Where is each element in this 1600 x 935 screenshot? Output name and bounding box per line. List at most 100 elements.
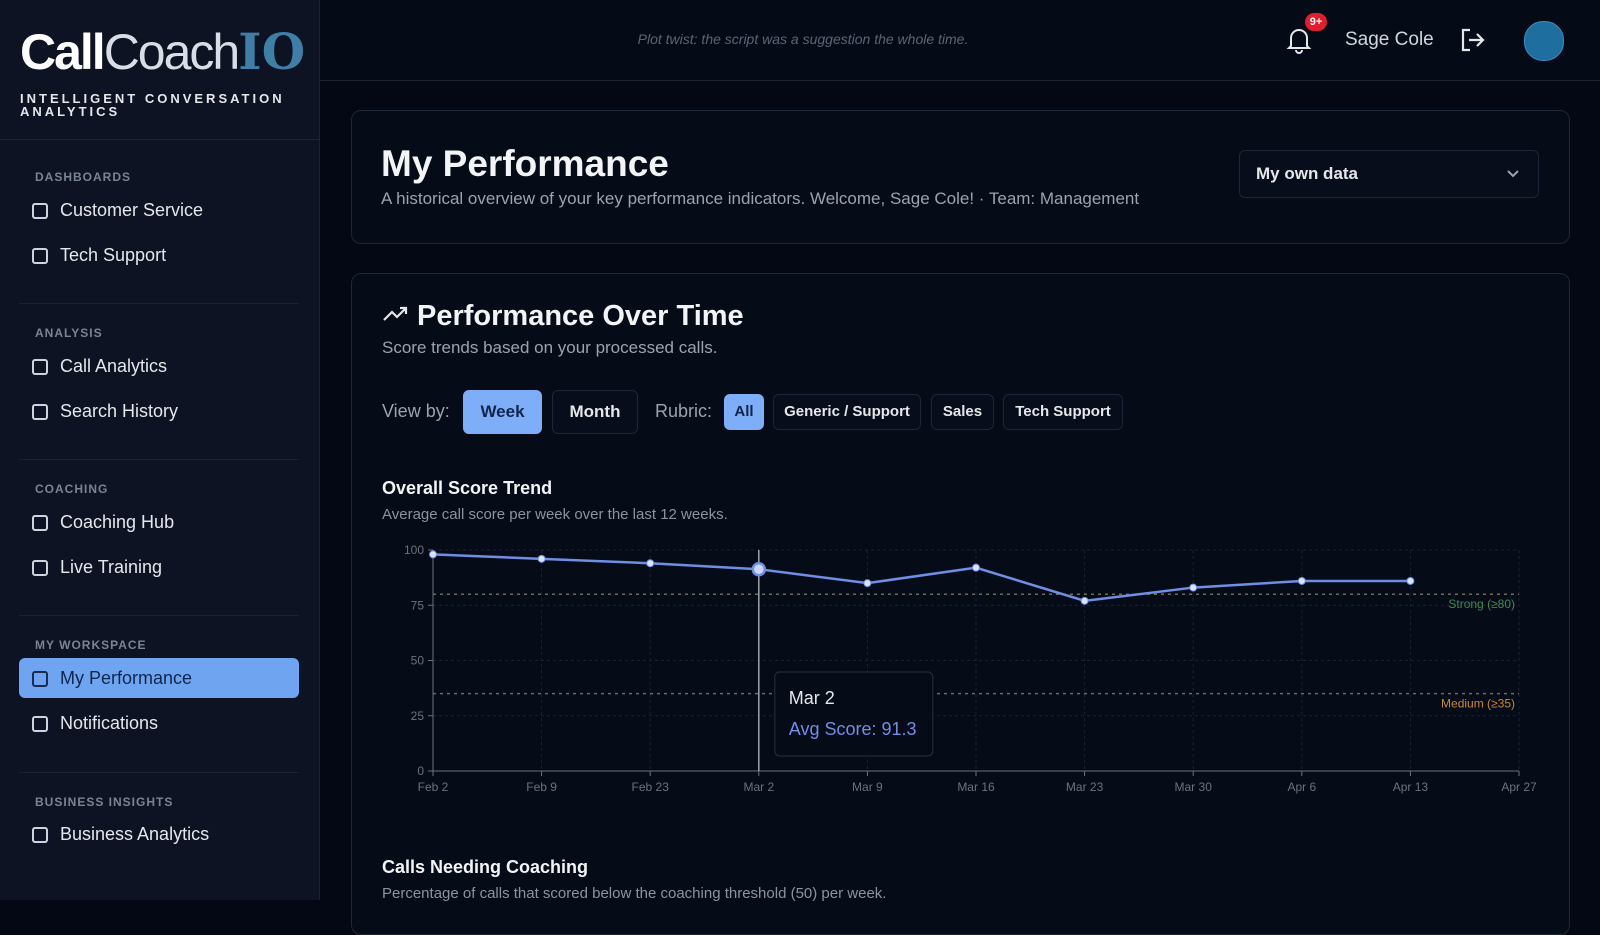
nav-icon [32, 203, 48, 219]
section-heading: DASHBOARDS [35, 170, 132, 184]
y-tick-label: 50 [411, 654, 425, 668]
x-tick-label: Feb 9 [526, 780, 557, 794]
data-point [1189, 583, 1198, 592]
page-header-card: My Performance A historical overview of … [351, 110, 1570, 244]
chart-subtitle: Average call score per week over the las… [382, 506, 728, 523]
x-tick-label: Mar 16 [957, 780, 995, 794]
nav-item[interactable]: Tech Support [19, 235, 299, 275]
tooltip [774, 671, 934, 757]
nav-label: Notifications [60, 713, 159, 733]
rubric-label: Rubric: [655, 401, 713, 421]
nav-label: My Performance [60, 668, 193, 688]
logo-call: Call [20, 24, 106, 80]
x-tick-label: Apr 6 [1287, 780, 1316, 794]
section-subtitle: Score trends based on your processed cal… [382, 338, 718, 357]
view-option-button[interactable]: Week [463, 390, 542, 434]
y-tick-label: 75 [411, 598, 425, 612]
scope-select-value: My own data [1256, 164, 1359, 183]
nav-icon [32, 359, 48, 375]
nav-item[interactable]: Search History [19, 391, 299, 431]
section-heading: BUSINESS INSIGHTS [35, 795, 174, 809]
tagline: INTELLIGENT CONVERSATION ANALYTICS [20, 91, 285, 119]
nav-icon [32, 248, 48, 264]
chevron-shape [1507, 170, 1519, 178]
x-tick-label: Apr 27 [1501, 780, 1537, 794]
header: Plot twist: the script was a suggestion … [320, 0, 1600, 81]
x-tick-label: Mar 30 [1175, 780, 1213, 794]
divider [19, 772, 299, 773]
nav-label: Business Analytics [60, 824, 210, 844]
nav-icon [32, 827, 48, 843]
y-tick-label: 100 [404, 543, 424, 557]
logo-io: IO [238, 22, 306, 81]
logo-coach: Coach [103, 24, 241, 80]
data-point [1080, 596, 1089, 605]
rubric-option-button[interactable]: Tech Support [1003, 394, 1123, 430]
section-heading: ANALYSIS [35, 326, 103, 340]
coaching-subtitle: Percentage of calls that scored below th… [382, 885, 887, 902]
logout-shape [1461, 28, 1485, 52]
data-point [751, 561, 767, 577]
nav-item[interactable]: Business Analytics [19, 814, 299, 854]
tooltip-value: Avg Score: 91.3 [789, 719, 917, 739]
nav-icon [32, 515, 48, 531]
chart-title: Overall Score Trend [382, 478, 553, 498]
data-point [863, 579, 872, 588]
divider [19, 615, 299, 616]
page-title: My Performance [381, 143, 669, 184]
reference-label: Medium (≥35) [1441, 697, 1515, 711]
nav-item[interactable]: Notifications [19, 703, 299, 743]
section-heading: MY WORKSPACE [35, 638, 147, 652]
notification-badge: 9+ [1305, 13, 1327, 31]
divider [19, 459, 299, 460]
x-tick-label: Apr 13 [1393, 780, 1429, 794]
nav-item[interactable]: Coaching Hub [19, 502, 299, 542]
data-point [537, 554, 546, 563]
x-tick-label: Mar 9 [852, 780, 883, 794]
nav-icon [32, 560, 48, 576]
x-tick-label: Mar 2 [743, 780, 774, 794]
nav-label: Call Analytics [60, 356, 168, 376]
rubric-option-button[interactable]: Generic / Support [773, 394, 921, 430]
view-by-label: View by: [382, 401, 450, 421]
nav-icon [32, 404, 48, 420]
nav-item[interactable]: Customer Service [19, 190, 299, 230]
nav-label: Search History [60, 401, 179, 421]
rubric-option-button[interactable]: Sales [931, 394, 994, 430]
reference-label: Strong (≥80) [1448, 597, 1515, 611]
data-point [1297, 576, 1306, 585]
bell-shape [1286, 29, 1312, 54]
logout-icon[interactable] [1460, 27, 1486, 53]
logo[interactable]: CallCoachIO [20, 22, 305, 81]
nav-item[interactable]: My Performance [19, 658, 299, 698]
nav-item[interactable]: Call Analytics [19, 346, 299, 386]
data-point [429, 550, 437, 559]
header-tagline: Plot twist: the script was a suggestion … [637, 31, 969, 47]
section-heading: COACHING [35, 482, 109, 496]
line-chart: 0 25 50 75 100 Feb 2 Feb 9 Feb 23 Mar 2 Mar 9 Mar … [404, 543, 1537, 794]
sidebar: CallCoachIO INTELLIGENT CONVERSATION ANA… [0, 0, 320, 900]
nav-icon [32, 671, 48, 687]
trend-shape [383, 306, 408, 321]
series-line [432, 553, 1411, 603]
x-tick-label: Feb 23 [632, 780, 670, 794]
user-name[interactable]: Sage Cole [1345, 29, 1434, 50]
rubric-option-button[interactable]: All [724, 394, 764, 430]
scope-select[interactable]: My own data [1239, 150, 1539, 198]
data-point [972, 563, 980, 572]
nav-label: Tech Support [60, 245, 167, 265]
nav-icon [32, 716, 48, 732]
chevron [1507, 170, 1519, 178]
data-point [646, 559, 655, 568]
x-tick-label: Feb 2 [418, 780, 449, 794]
section-title: Performance Over Time [417, 300, 744, 332]
coaching-title: Calls Needing Coaching [382, 857, 589, 877]
trend-icon [383, 306, 408, 321]
avatar[interactable] [1524, 21, 1564, 61]
nav-item[interactable]: Live Training [19, 547, 299, 587]
nav-label: Coaching Hub [60, 512, 175, 532]
y-tick-label: 0 [417, 764, 424, 778]
divider [0, 139, 319, 140]
bell-icon[interactable] [1286, 26, 1312, 54]
view-option-button[interactable]: Month [552, 390, 638, 434]
